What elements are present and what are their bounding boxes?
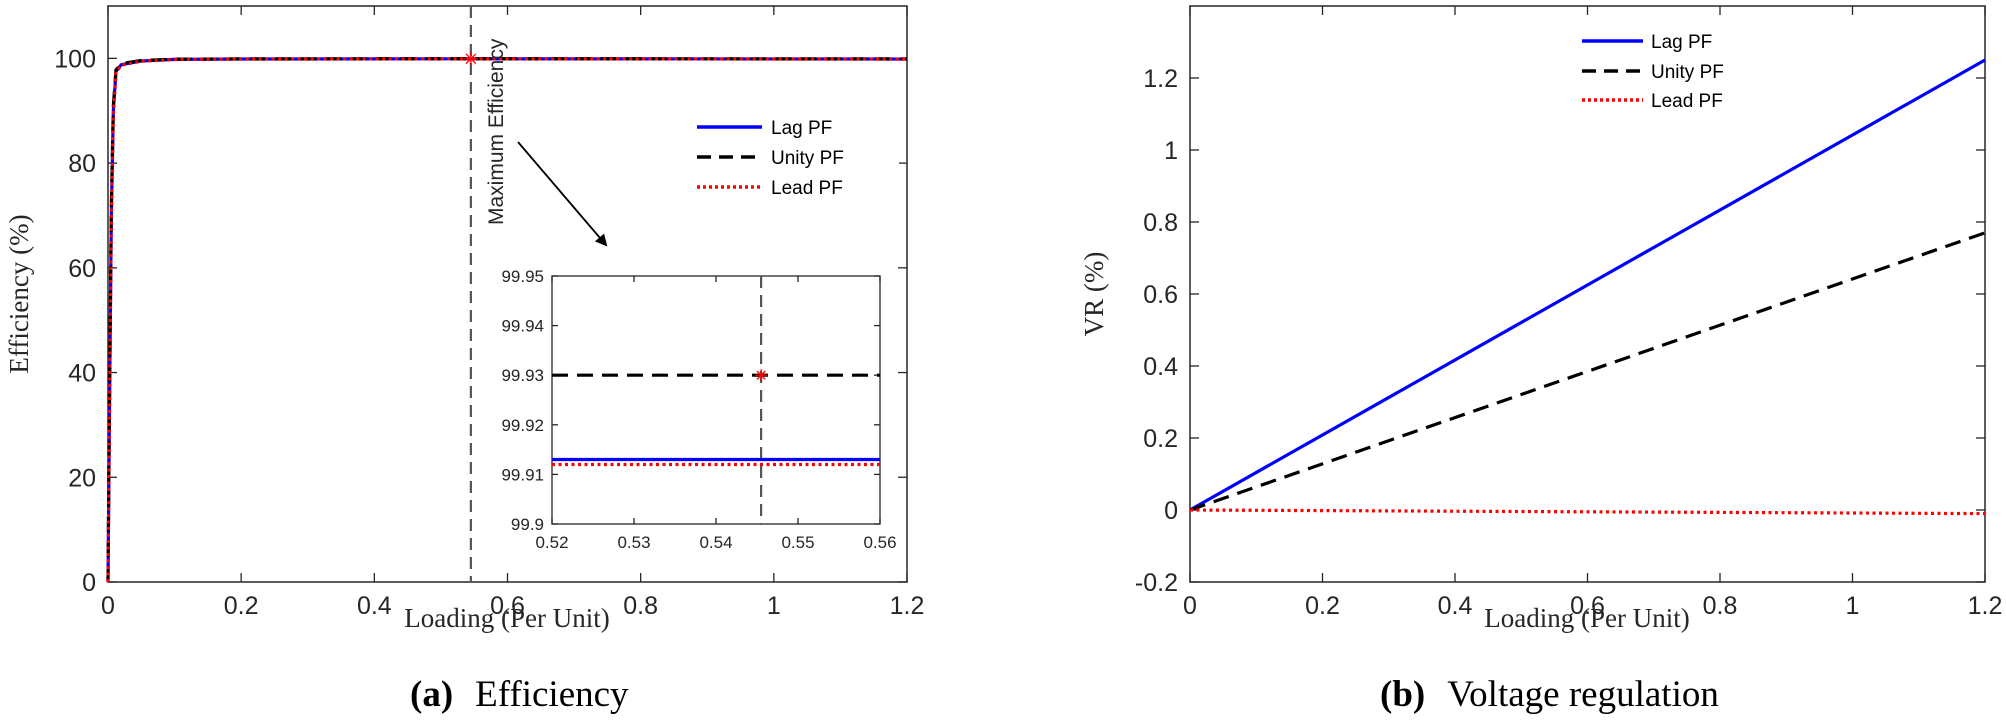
inset-max-marker (755, 369, 768, 382)
efficiency-y-tick-label: 20 (68, 464, 96, 492)
inset-y-tick-label: 99.9 (511, 515, 544, 534)
vr-legend-lag-label: Lag PF (1651, 32, 1712, 53)
vr-x-tick-label: 0 (1183, 592, 1197, 620)
efficiency-chart: 0 20 40 60 80 100 0 0.2 0.4 0.6 0.8 1 1.2 Maximum E… (4, 5, 924, 633)
inset-x-tick-label: 0.53 (617, 533, 650, 552)
inset-ticks (551, 275, 881, 525)
inset-y-tick-label: 99.91 (501, 465, 544, 484)
inset-y-tick-label: 99.92 (501, 416, 544, 435)
efficiency-x-tick-labels: 0 0.2 0.4 0.6 0.8 1 1.2 (101, 592, 924, 620)
vr-y-tick-label: 0.4 (1143, 353, 1178, 381)
vr-x-tick-label: 0.6 (1570, 592, 1605, 620)
vr-plot-area (1189, 5, 1986, 583)
efficiency-x-axis-title: Loading (Per Unit) (404, 603, 609, 633)
vr-x-tick-label: 1.2 (1968, 592, 2003, 620)
efficiency-x-tick-label: 0 (101, 592, 115, 620)
inset-x-tick-label: 0.55 (781, 533, 814, 552)
voltage-regulation-chart: -0.200.20.40.60.811.2 0 0.2 0.4 0.6 0.8 1 1.2 … (1079, 5, 2002, 633)
max-efficiency-marker (463, 51, 478, 66)
inset-plot-area (551, 275, 881, 525)
vr-y-tick-label: 1 (1164, 137, 1178, 165)
legend-unity-label: Unity PF (771, 148, 844, 169)
vr-x-tick-label: 0.8 (1703, 592, 1738, 620)
efficiency-y-axis-title: Efficiency (%) (4, 214, 34, 373)
vr-y-tick-label: 0.6 (1143, 281, 1178, 309)
caption-a-text: Efficiency (475, 674, 629, 715)
efficiency-x-tick-label: 0.4 (357, 592, 392, 620)
caption-a-label: (a) (410, 674, 453, 715)
efficiency-x-tick-label: 1 (767, 592, 781, 620)
efficiency-y-tick-labels: 0 20 40 60 80 100 (54, 45, 96, 597)
inset-y-tick-labels: 99.9 99.91 99.92 99.93 99.94 99.95 (501, 267, 544, 534)
efficiency-x-tick-label: 0.8 (623, 592, 658, 620)
caption-b-text: Voltage regulation (1447, 674, 1719, 715)
caption-b-label: (b) (1380, 674, 1425, 715)
vr-x-tick-label: 0.2 (1305, 592, 1340, 620)
max-efficiency-star (465, 53, 477, 65)
inset-y-tick-label: 99.94 (501, 317, 544, 336)
vr-x-tick-label: 1 (1846, 592, 1860, 620)
inset-x-tick-label: 0.56 (863, 533, 896, 552)
vr-series (1189, 58, 1986, 516)
efficiency-x-tick-label: 1.2 (890, 592, 925, 620)
vr-y-axis-title: VR (%) (1079, 252, 1109, 337)
inset-max-star (756, 370, 766, 380)
legend-lead-label: Lead PF (771, 178, 843, 199)
vr-y-tick-label: -0.2 (1135, 569, 1178, 597)
efficiency-x-tick-label: 0.6 (490, 592, 525, 620)
vr-y-tick-label: 1.2 (1143, 65, 1178, 93)
inset-x-tick-label: 0.52 (535, 533, 568, 552)
zoom-arrow (517, 141, 608, 247)
vr-x-tick-labels: 0 0.2 0.4 0.6 0.8 1 1.2 (1183, 592, 2002, 620)
legend-lag-label: Lag PF (771, 118, 832, 139)
vr-series-unity-pf (1189, 231, 1986, 512)
vr-legend-lead-label: Lead PF (1651, 91, 1723, 112)
inset-series (552, 373, 880, 467)
efficiency-y-tick-label: 80 (68, 150, 96, 178)
efficiency-y-tick-label: 40 (68, 360, 96, 388)
vr-legend: Lag PF Unity PF Lead PF (1582, 32, 1724, 112)
vr-y-tick-label: 0.2 (1143, 425, 1178, 453)
inset-y-tick-label: 99.95 (501, 267, 544, 286)
caption-b: (b) Voltage regulation (1380, 674, 1719, 715)
efficiency-y-tick-label: 0 (82, 569, 96, 597)
inset-x-tick-labels: 0.52 0.53 0.54 0.55 0.56 (535, 533, 896, 552)
efficiency-legend: Lag PF Unity PF Lead PF (685, 112, 899, 206)
max-efficiency-label: Maximum Efficiency (485, 38, 508, 225)
vr-series-lag-pf (1189, 58, 1986, 512)
vr-y-tick-label: 0 (1164, 497, 1178, 525)
vr-series-lead-pf (1189, 508, 1986, 516)
efficiency-x-tick-label: 0.2 (224, 592, 259, 620)
vr-ticks (1189, 6, 1986, 583)
inset-y-tick-label: 99.93 (501, 366, 544, 385)
vr-x-tick-label: 0.4 (1438, 592, 1473, 620)
caption-a: (a) Efficiency (410, 674, 629, 715)
vr-legend-unity-label: Unity PF (1651, 62, 1724, 83)
efficiency-y-tick-label: 60 (68, 255, 96, 283)
vr-y-tick-label: 0.8 (1143, 209, 1178, 237)
vr-x-axis-title: Loading (Per Unit) (1484, 603, 1689, 633)
inset-x-tick-label: 0.54 (699, 533, 732, 552)
efficiency-y-tick-label: 100 (54, 45, 96, 73)
vr-y-tick-labels: -0.2 0 0.2 0.4 0.6 0.8 1 1.2 (1135, 65, 1178, 597)
